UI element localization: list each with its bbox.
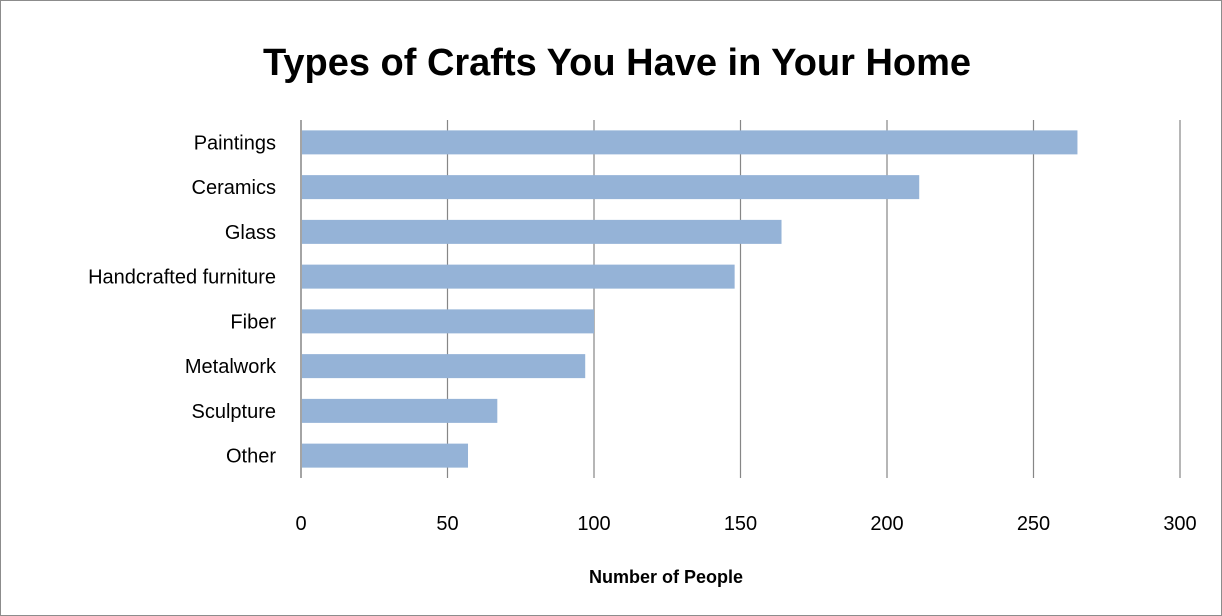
category-label: Ceramics xyxy=(192,177,276,199)
x-tick-label: 300 xyxy=(1163,513,1196,535)
x-tick-label: 200 xyxy=(870,513,903,535)
bar xyxy=(302,175,920,200)
category-label: Fiber xyxy=(230,311,276,333)
category-label: Handcrafted furniture xyxy=(88,267,276,289)
category-label: Paintings xyxy=(194,132,276,154)
category-label: Glass xyxy=(225,222,276,244)
bars xyxy=(302,130,1078,468)
x-tick-labels: 0 50 100 150 200 250 300 xyxy=(295,513,1196,535)
category-label: Sculpture xyxy=(192,401,277,423)
gridlines xyxy=(300,120,1181,478)
x-tick-label: 100 xyxy=(577,513,610,535)
x-tick-label: 0 xyxy=(295,513,306,535)
bar xyxy=(302,443,469,468)
bar xyxy=(302,398,498,423)
chart-title: Types of Crafts You Have in Your Home xyxy=(263,42,971,84)
x-tick-label: 50 xyxy=(436,513,458,535)
x-tick-label: 250 xyxy=(1017,513,1050,535)
bar xyxy=(302,264,735,289)
x-axis-title: Number of People xyxy=(589,567,743,587)
category-label: Other xyxy=(226,446,276,468)
category-label: Metalwork xyxy=(185,356,277,378)
x-tick-label: 150 xyxy=(724,513,757,535)
bar xyxy=(302,219,782,244)
category-labels: Paintings Ceramics Glass Handcrafted furnit… xyxy=(88,132,277,467)
bar xyxy=(302,354,586,379)
bar xyxy=(302,309,594,334)
bar xyxy=(302,130,1078,155)
